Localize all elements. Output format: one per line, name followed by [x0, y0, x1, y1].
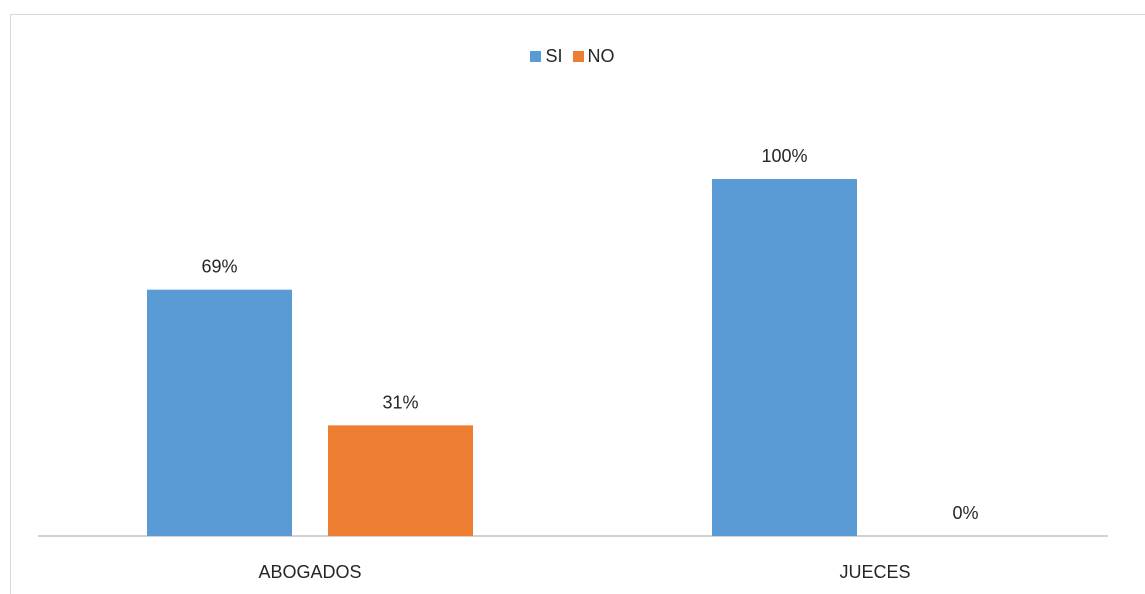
bar-no-abogados [328, 425, 473, 536]
category-label-abogados: ABOGADOS [258, 562, 361, 582]
bar-si-abogados [147, 290, 292, 536]
data-label-si-jueces: 100% [761, 146, 807, 166]
category-label-jueces: JUECES [839, 562, 910, 582]
bar-si-jueces [712, 179, 857, 536]
data-label-si-abogados: 69% [201, 257, 237, 277]
data-label-no-jueces: 0% [952, 503, 978, 523]
data-label-no-abogados: 31% [382, 392, 418, 412]
